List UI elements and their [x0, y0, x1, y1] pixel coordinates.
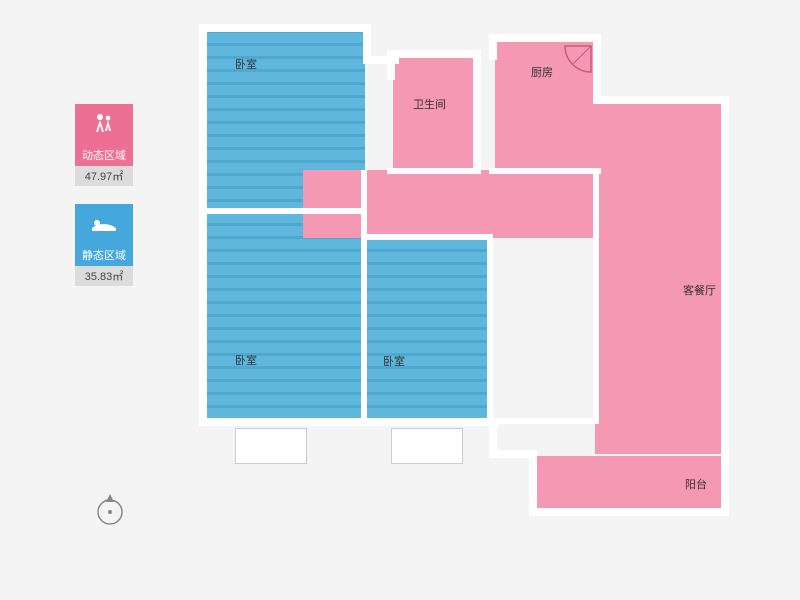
room-label-bath: 卫生间 [413, 96, 446, 112]
wall [721, 96, 729, 458]
wall [387, 50, 479, 58]
legend-dynamic-label: 动态区域 [75, 144, 133, 166]
room-bedroom3: 卧室 [367, 238, 489, 418]
wall [199, 24, 371, 32]
kitchen-corner-icon [563, 44, 593, 74]
room-label-bedroom1: 卧室 [235, 56, 257, 72]
room-label-kitchen: 厨房 [531, 64, 553, 80]
wall [199, 208, 367, 214]
wall [493, 418, 599, 424]
wall [473, 50, 481, 174]
room-label-living: 客餐厅 [683, 282, 716, 298]
wall [489, 168, 601, 174]
wall [529, 508, 729, 516]
wall [199, 418, 499, 426]
room-bedroom2: 卧室 [205, 212, 365, 418]
wall [489, 34, 601, 42]
room-living2 [491, 170, 601, 238]
room-label-balcony: 阳台 [685, 476, 707, 492]
wall [199, 24, 207, 424]
people-icon [75, 104, 133, 144]
wall [387, 168, 479, 174]
wall [593, 34, 601, 102]
room-living: 客餐厅 [595, 102, 725, 454]
room-label-bedroom2: 卧室 [235, 352, 257, 368]
wall [361, 170, 367, 422]
wall [387, 50, 395, 80]
wall [721, 450, 729, 516]
balcony-rail [235, 428, 307, 464]
legend-static-value: 35.83㎡ [75, 266, 133, 286]
legend-dynamic: 动态区域 47.97㎡ [75, 104, 133, 186]
floorplan: 卧室卧室卧室卫生间厨房客餐厅阳台 [195, 30, 725, 530]
wall [361, 234, 493, 240]
wall [487, 234, 493, 422]
legend-static: 静态区域 35.83㎡ [75, 204, 133, 286]
legend-dynamic-value: 47.97㎡ [75, 166, 133, 186]
wall [593, 168, 599, 420]
compass-icon [90, 490, 130, 530]
wall [489, 34, 497, 60]
wall [529, 450, 537, 516]
room-balcony: 阳台 [535, 456, 725, 512]
sleep-icon [75, 204, 133, 244]
balcony-rail [391, 428, 463, 464]
legend-static-label: 静态区域 [75, 244, 133, 266]
room-bath: 卫生间 [393, 58, 475, 170]
wall [593, 96, 729, 104]
wall [489, 450, 537, 458]
room-label-bedroom3: 卧室 [383, 353, 405, 369]
